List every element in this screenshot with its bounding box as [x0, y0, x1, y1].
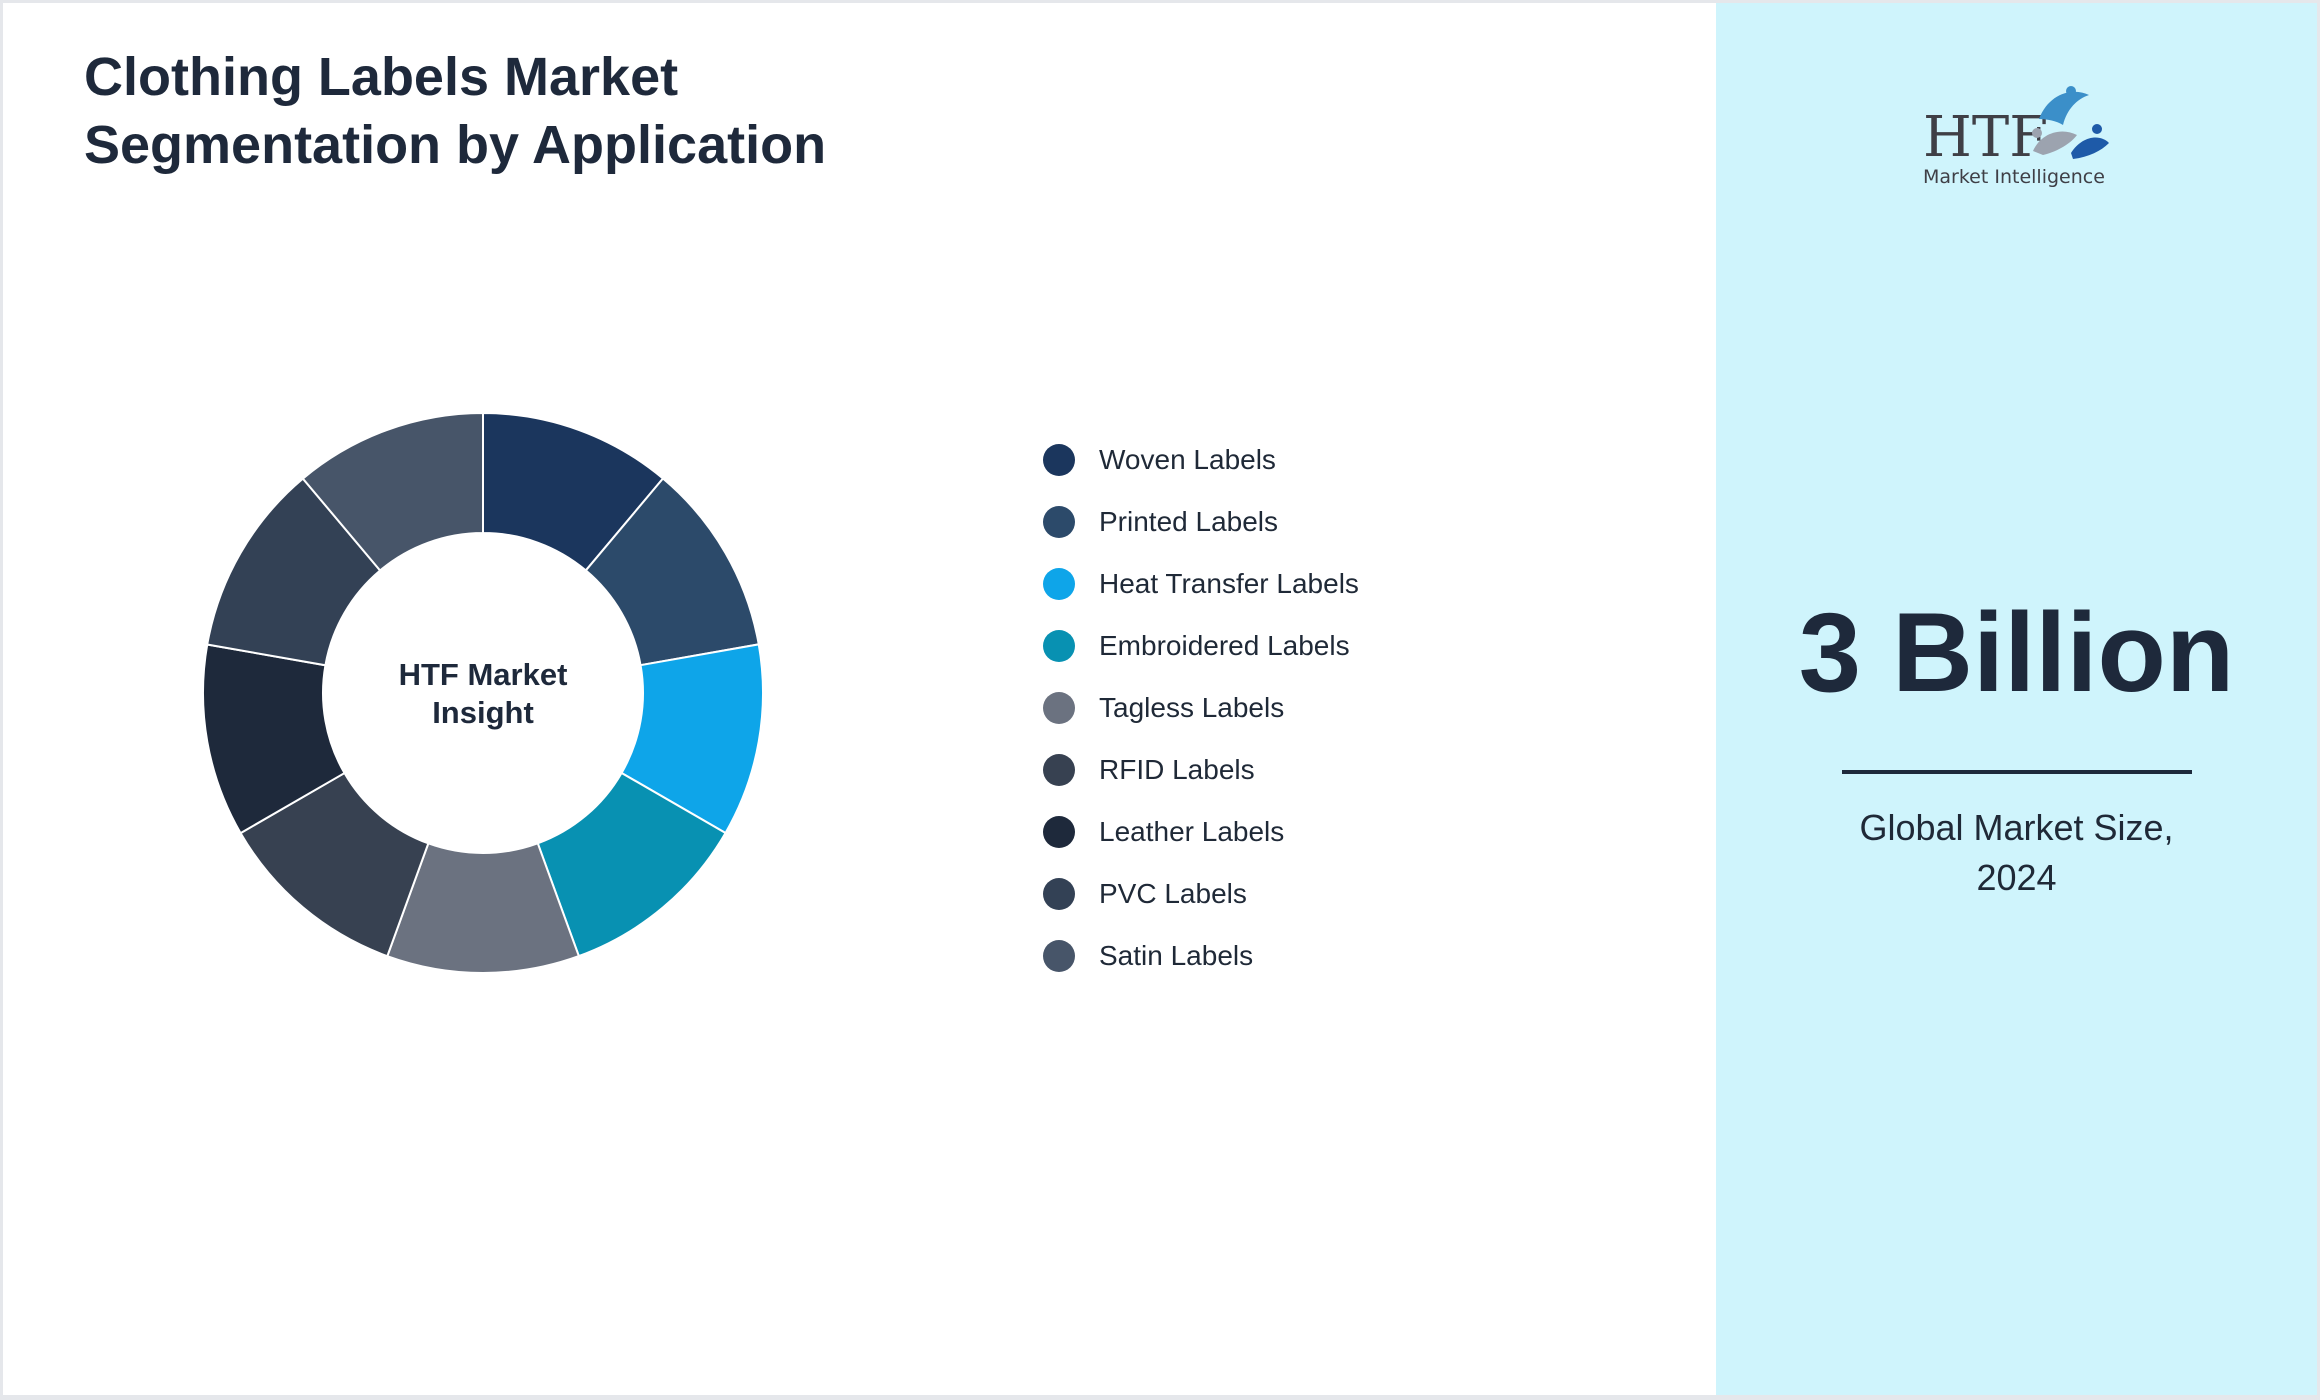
- legend-label: Leather Labels: [1099, 816, 1285, 847]
- legend-item-rfid-labels: RFID Labels: [1043, 739, 1359, 801]
- legend-item-printed-labels: Printed Labels: [1043, 491, 1359, 553]
- title-line-2: Segmentation by Application: [84, 115, 827, 175]
- market-size-label: Global Market Size, 2024: [1816, 803, 2217, 903]
- legend-item-tagless-labels: Tagless Labels: [1043, 677, 1359, 739]
- legend-item-woven-labels: Woven Labels: [1043, 429, 1359, 491]
- legend-swatch: [1043, 940, 1075, 972]
- legend-label: Embroidered Labels: [1099, 630, 1350, 661]
- kpi-panel: HTF Market Intelligence 3 Billion Global…: [1716, 3, 2317, 1395]
- logo-figures-icon: [2032, 86, 2109, 159]
- legend-label: Heat Transfer Labels: [1099, 568, 1359, 599]
- chart-panel: Clothing Labels Market Segmentation by A…: [3, 3, 1716, 1395]
- title-line-1: Clothing Labels Market: [84, 47, 679, 107]
- logo-brand-text: HTF: [1923, 105, 2048, 170]
- legend-item-satin-labels: Satin Labels: [1043, 925, 1359, 987]
- market-size-label-line-2: 2024: [1976, 857, 2057, 898]
- legend-swatch: [1043, 444, 1075, 476]
- legend-item-embroidered-labels: Embroidered Labels: [1043, 615, 1359, 677]
- htf-logo: HTF Market Intelligence: [1923, 86, 2109, 188]
- page-frame: Clothing Labels Market Segmentation by A…: [3, 3, 2317, 1395]
- legend-swatch: [1043, 754, 1075, 786]
- legend-item-leather-labels: Leather Labels: [1043, 801, 1359, 863]
- donut-slice-satin-labels: [301, 411, 484, 572]
- page-title: Clothing Labels Market Segmentation by A…: [84, 43, 1084, 179]
- legend-label: Tagless Labels: [1099, 692, 1285, 723]
- legend-item-pvc-labels: PVC Labels: [1043, 863, 1359, 925]
- legend-swatch: [1043, 816, 1075, 848]
- legend-item-heat-transfer-labels: Heat Transfer Labels: [1043, 553, 1359, 615]
- legend-label: RFID Labels: [1099, 754, 1255, 785]
- legend-swatch: [1043, 692, 1075, 724]
- donut-center-label-line-2: Insight: [432, 695, 534, 730]
- legend-swatch: [1043, 878, 1075, 910]
- market-size-label-line-1: Global Market Size,: [1859, 807, 2174, 848]
- donut-center-label-line-1: HTF Market: [399, 657, 568, 692]
- legend-label: Woven Labels: [1099, 444, 1276, 475]
- legend-label: Printed Labels: [1099, 506, 1279, 537]
- logo-tagline-text: Market Intelligence: [1923, 166, 2105, 188]
- kpi-divider: [1842, 770, 2192, 774]
- chart-legend: Woven Labels Printed Labels Heat Transfer …: [1043, 429, 1359, 987]
- legend-label: Satin Labels: [1099, 940, 1254, 971]
- legend-swatch: [1043, 630, 1075, 662]
- legend-label: PVC Labels: [1099, 878, 1247, 909]
- market-size-value: 3 Billion: [1798, 590, 2235, 715]
- legend-swatch: [1043, 568, 1075, 600]
- legend-swatch: [1043, 506, 1075, 538]
